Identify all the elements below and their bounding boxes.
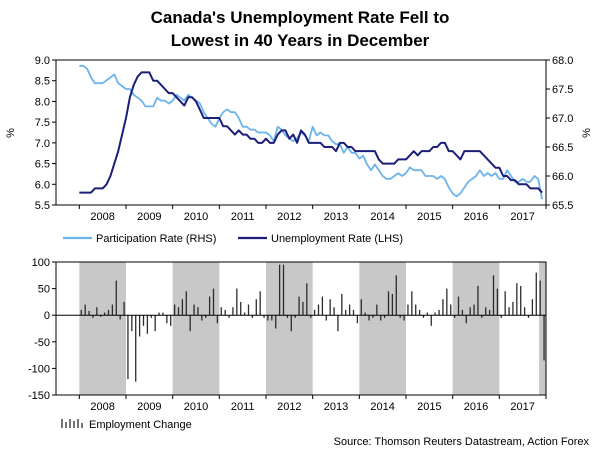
x-tick-label: 2009 <box>137 401 161 413</box>
unemployment-rate-line <box>79 71 543 194</box>
x-tick-label: 2012 <box>277 211 301 223</box>
y-tick-label: 100 <box>32 257 50 269</box>
x-tick-label: 2008 <box>90 211 114 223</box>
left-tick-label: 7.5 <box>35 117 50 129</box>
x-tick-label: 2015 <box>417 401 441 413</box>
source-note: Source: Thomson Reuters Datastream, Acti… <box>334 436 590 448</box>
x-tick-label: 2014 <box>370 401 394 413</box>
right-tick-label: 65.5 <box>552 200 573 212</box>
right-tick-label: 67.5 <box>552 84 573 96</box>
legend-swatch-employment <box>61 419 83 428</box>
x-tick-label: 2011 <box>231 401 255 413</box>
recession-shade-band <box>172 262 220 395</box>
rates-line-chart: 5.5 6.0 6.5 7.0 7.5 8.0 8.5 9.0 65.5 66.0 66.5 67.… <box>5 55 593 223</box>
x-tick-label: 2013 <box>324 401 348 413</box>
left-tick-label: 8.0 <box>35 96 50 108</box>
employment-bar-chart: -150 -100 -50 0 50 100 2008 2009 2010 2011 2012 20… <box>28 257 547 413</box>
recession-shade-band <box>539 262 546 395</box>
recession-shade-band <box>266 262 313 395</box>
right-tick-label: 68.0 <box>552 55 573 67</box>
y-tick-label: -150 <box>28 390 50 402</box>
y-tick-label: -100 <box>28 363 50 375</box>
left-tick-label: 9.0 <box>35 55 50 67</box>
x-tick-label: 2015 <box>417 211 441 223</box>
x-tick-label: 2011 <box>231 211 255 223</box>
left-axis-label: % <box>5 128 17 138</box>
right-tick-label: 66.5 <box>552 142 573 154</box>
right-tick-label: 66.0 <box>552 171 573 183</box>
y-tick-label: 0 <box>44 310 50 322</box>
x-tick-label: 2012 <box>277 401 301 413</box>
x-tick-label: 2017 <box>510 211 534 223</box>
x-tick-label: 2016 <box>464 401 488 413</box>
rates-legend: Participation Rate (RHS) Unemployment Ra… <box>63 233 403 245</box>
x-tick-label: 2017 <box>510 401 534 413</box>
rates-plot-frame <box>55 59 547 206</box>
recession-shade-band <box>359 262 406 395</box>
legend-label-unemployment: Unemployment Rate (LHS) <box>271 233 403 245</box>
chart-title-line-2: Lowest in 40 Years in December <box>171 31 430 50</box>
left-tick-label: 6.5 <box>35 159 50 171</box>
recession-shade-band <box>79 262 126 395</box>
x-tick-label: 2008 <box>90 401 114 413</box>
y-tick-label: -50 <box>34 337 50 349</box>
left-tick-label: 7.0 <box>35 138 50 150</box>
participation-rate-line <box>79 64 543 200</box>
x-tick-label: 2009 <box>137 211 161 223</box>
left-tick-label: 8.5 <box>35 76 50 88</box>
legend-label-employment: Employment Change <box>89 419 192 431</box>
x-tick-label: 2014 <box>370 211 394 223</box>
x-tick-label: 2016 <box>464 211 488 223</box>
x-tick-label: 2010 <box>184 211 208 223</box>
x-tick-label: 2010 <box>184 401 208 413</box>
left-tick-label: 6.0 <box>35 179 50 191</box>
right-axis-label: % <box>581 128 593 138</box>
chart-title-line-1: Canada's Unemployment Rate Fell to <box>151 8 450 27</box>
employment-legend: Employment Change <box>61 419 192 431</box>
legend-label-participation: Participation Rate (RHS) <box>96 233 216 245</box>
recession-shade-band <box>452 262 500 395</box>
right-tick-label: 67.0 <box>552 113 573 125</box>
y-tick-label: 50 <box>38 284 50 296</box>
x-tick-label: 2013 <box>324 211 348 223</box>
left-tick-label: 5.5 <box>35 200 50 212</box>
employment-plot-frame <box>55 261 547 396</box>
